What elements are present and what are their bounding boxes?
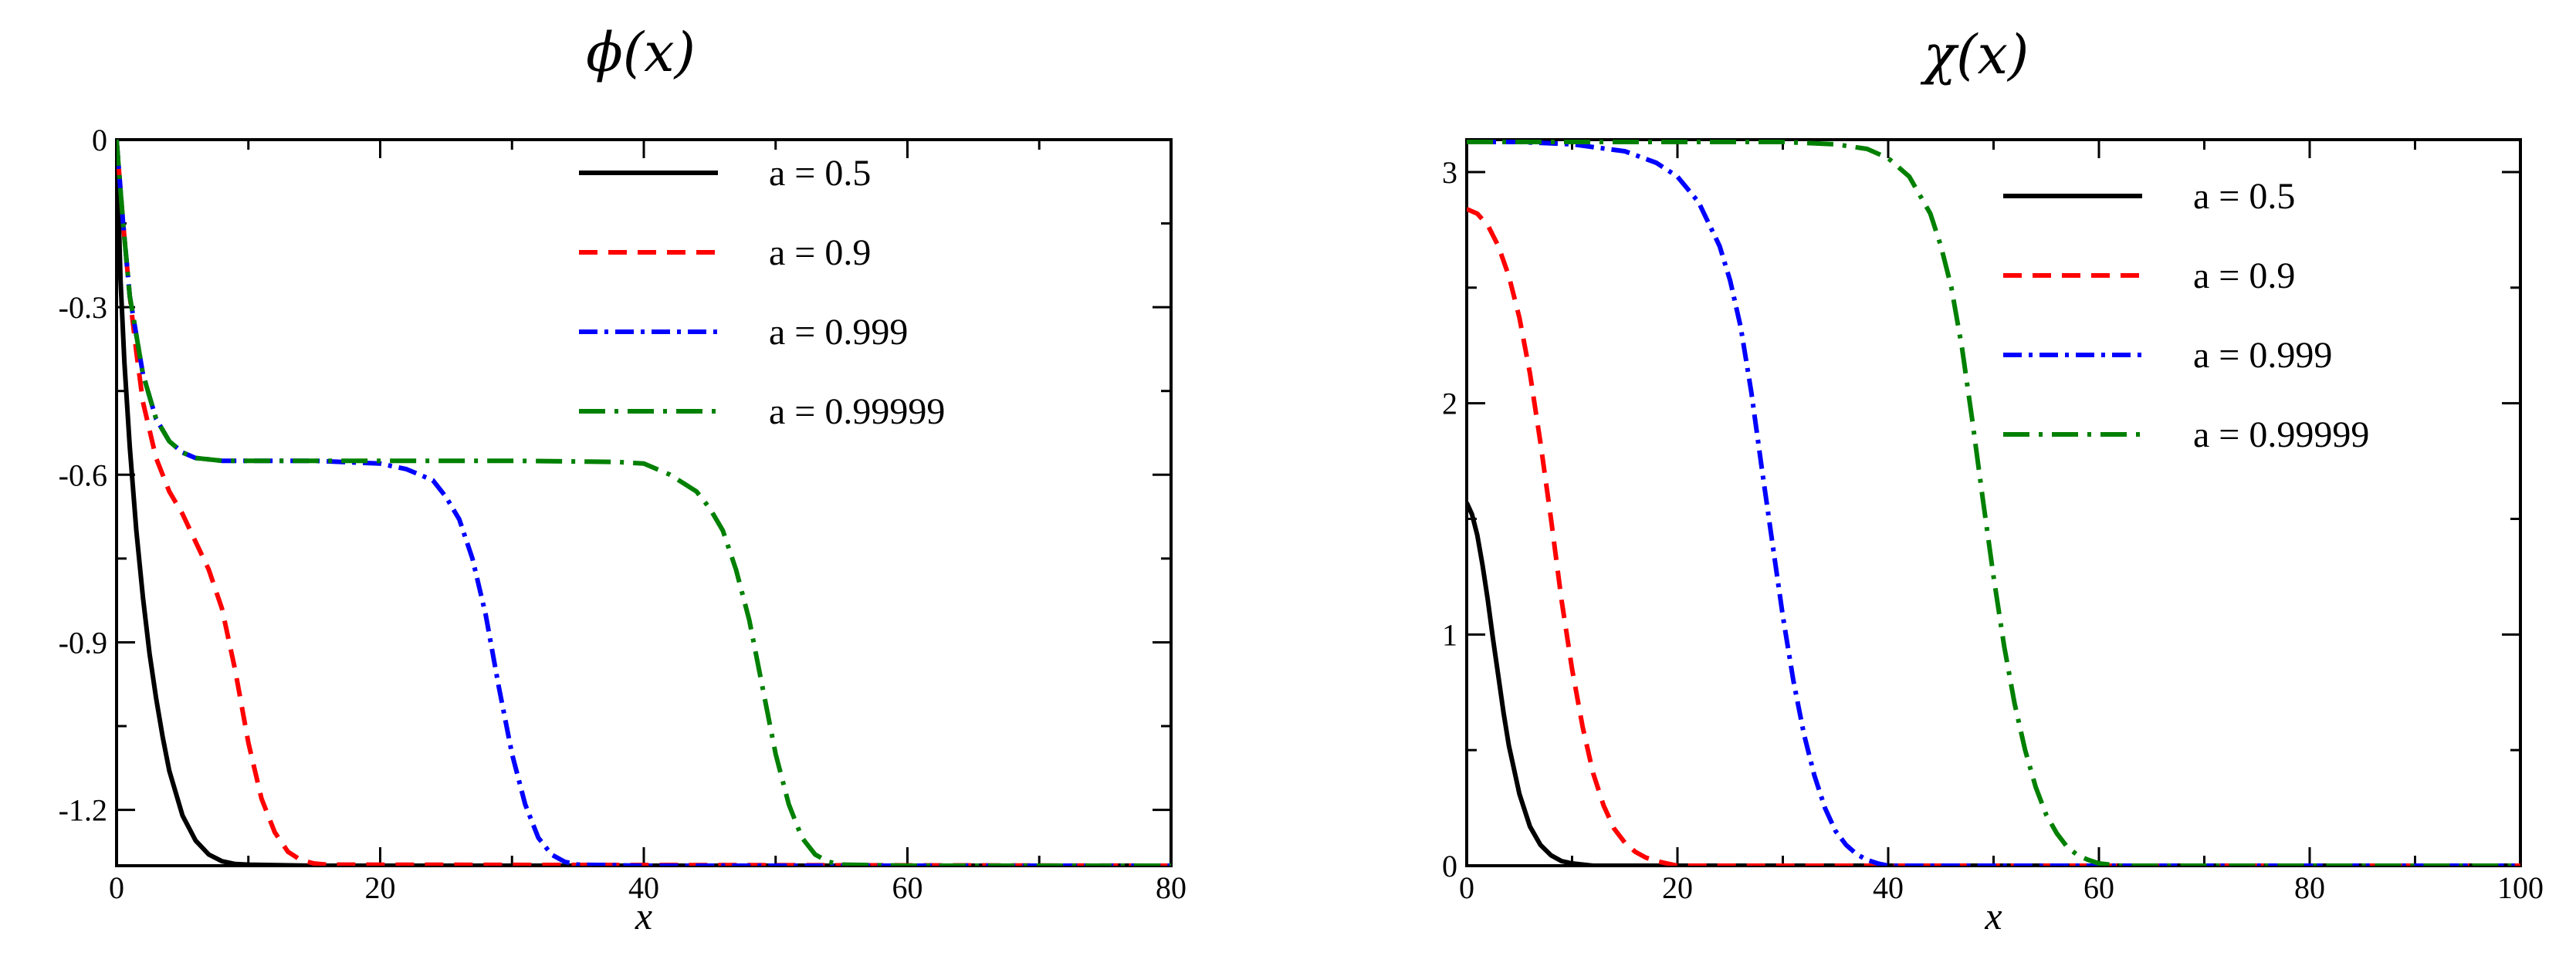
legend-label-1: a = 0.9 (2193, 255, 2295, 296)
legend-label-1: a = 0.9 (769, 232, 871, 273)
series-line-1 (1467, 207, 2520, 866)
series-line-2 (1467, 140, 2520, 866)
series-line-2 (117, 139, 1171, 866)
y-tick-label: 2 (1442, 387, 1457, 421)
x-tick-label: 100 (2497, 870, 2544, 905)
x-tick-label: 0 (1459, 870, 1474, 905)
y-tick-label: -0.6 (59, 458, 107, 492)
chart-title: χ(x) (1920, 23, 2029, 86)
y-tick-label: 3 (1442, 155, 1457, 190)
chart-panel-1: χ(x) 0 20 40 60 80 100 0 1 2 3 x a = 0.5 a = 0.9 a = 0… (1442, 23, 2544, 937)
series-line-3 (1467, 140, 2520, 866)
chart-panel-0: ϕ(x) 0 20 40 60 80 0 -0.3 -0.6 -0.9 -1.2 x a = 0.5 a … (59, 21, 1186, 937)
series-line-0 (1467, 502, 2520, 866)
legend-label-2: a = 0.999 (769, 312, 908, 353)
series-line-0 (117, 139, 1171, 866)
x-tick-label: 60 (892, 870, 923, 905)
x-axis-label: x (635, 894, 652, 937)
y-tick-label: 0 (1442, 849, 1457, 883)
y-tick-label: 1 (1442, 617, 1457, 652)
x-tick-label: 20 (365, 870, 396, 905)
legend-label-2: a = 0.999 (2193, 335, 2332, 376)
plot-frame (115, 138, 1173, 867)
x-axis-label: x (1984, 894, 2002, 937)
x-tick-label: 40 (1873, 870, 1904, 905)
y-tick-label: -0.3 (59, 290, 107, 325)
series-line-1 (117, 139, 1171, 866)
y-tick-label: -0.9 (59, 625, 107, 660)
legend-label-3: a = 0.99999 (2193, 414, 2369, 455)
x-tick-label: 80 (1156, 870, 1186, 905)
plot-frame (1465, 138, 2522, 867)
x-tick-label: 80 (2294, 870, 2325, 905)
legend-label-0: a = 0.5 (2193, 176, 2295, 217)
series-line-3 (117, 139, 1171, 866)
x-tick-label: 0 (109, 870, 124, 905)
x-tick-label: 20 (1662, 870, 1693, 905)
legend-label-0: a = 0.5 (769, 153, 871, 194)
legend-label-3: a = 0.99999 (769, 391, 945, 432)
y-tick-label: 0 (92, 123, 107, 157)
x-tick-label: 40 (628, 870, 659, 905)
chart-title: ϕ(x) (586, 21, 696, 84)
x-tick-label: 60 (2083, 870, 2114, 905)
y-tick-label: -1.2 (59, 793, 107, 828)
